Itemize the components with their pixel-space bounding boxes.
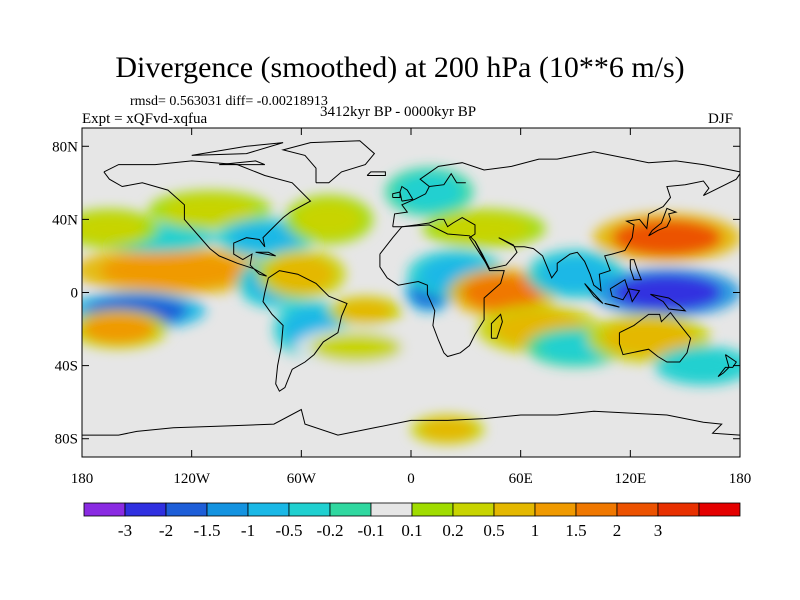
- coastline: [191, 142, 284, 156]
- coastline: [584, 283, 604, 304]
- coastline: [255, 251, 276, 257]
- colorbar-swatch: [124, 502, 167, 517]
- colorbar-swatch: [288, 502, 331, 517]
- axis-ticks: 180 120W 60W 0 60E 120E 180 80N 40N 0 40S 80S: [52, 128, 751, 487]
- anomaly-core: [420, 418, 475, 441]
- anomaly-core: [82, 213, 146, 244]
- colorbar-swatch: [493, 502, 536, 517]
- coastline: [392, 173, 740, 292]
- colorbar-label: 3: [654, 521, 663, 540]
- coastline: [650, 293, 687, 312]
- colorbar-swatch: [452, 502, 495, 517]
- colorbar-swatch: [657, 502, 700, 517]
- colorbar-label: 1: [531, 521, 540, 540]
- anomaly-core: [666, 350, 740, 381]
- anomaly-core: [462, 274, 543, 311]
- coastline: [219, 160, 265, 166]
- colorbar-swatch: [370, 502, 413, 517]
- anomaly-core: [228, 223, 302, 253]
- anomaly-core: [396, 173, 463, 211]
- anomaly-core: [310, 332, 402, 362]
- colorbar: -3 -2 -1.5 -1 -0.5 -0.2 -0.1 0.1 0.2 0.5 1 1.5 2 3: [83, 502, 741, 540]
- page-title: Divergence (smoothed) at 200 hPa (10**6 …: [115, 51, 685, 84]
- colorbar-label: 2: [613, 521, 622, 540]
- colorbar-label: 0.2: [442, 521, 463, 540]
- coastline: [648, 207, 678, 237]
- colorbar-label: -0.2: [317, 521, 344, 540]
- coastline: [392, 191, 401, 198]
- coastline: [474, 241, 491, 269]
- colorbar-swatch: [329, 502, 372, 517]
- colorbar-swatch: [165, 502, 208, 517]
- anomaly-core: [268, 255, 335, 293]
- colorbar-swatch: [534, 502, 577, 517]
- colorbar-swatch: [206, 502, 249, 517]
- x-tick-label: 180: [729, 471, 752, 487]
- coastline: [392, 151, 740, 227]
- x-tick-label: 120W: [173, 471, 211, 487]
- coastline: [262, 270, 348, 392]
- experiment-label: Expt = xQFvd-xqfua: [82, 111, 208, 127]
- coastline: [490, 313, 503, 339]
- period-label: 3412kyr BP - 0000kyr BP: [320, 104, 477, 120]
- colorbar-label: -0.1: [358, 521, 385, 540]
- anomaly-core: [337, 299, 393, 322]
- stats-label: rmsd= 0.563031 diff= -0.00218913: [130, 94, 328, 109]
- anomaly-core: [295, 201, 362, 238]
- anomaly-core: [100, 252, 247, 289]
- x-tick-label: 0: [407, 471, 415, 487]
- colorbar-swatch: [83, 502, 126, 517]
- y-tick-label: 40N: [52, 212, 78, 228]
- y-tick-label: 0: [71, 286, 79, 302]
- anomaly-core: [438, 213, 530, 244]
- colorbar-swatch: [247, 502, 290, 517]
- x-tick-label: 180: [71, 471, 94, 487]
- x-tick-label: 60E: [509, 471, 533, 487]
- coastline: [629, 259, 643, 281]
- coastline: [429, 172, 466, 187]
- season-label: DJF: [708, 111, 734, 127]
- coastline: [281, 140, 376, 184]
- colorbar-label: 1.5: [565, 521, 586, 540]
- y-tick-label: 40S: [55, 359, 78, 375]
- colorbar-swatch: [411, 502, 454, 517]
- colorbar-swatch: [575, 502, 618, 517]
- anomaly-core: [164, 195, 256, 225]
- coastline: [103, 160, 312, 277]
- colorbar-label: -1: [241, 521, 255, 540]
- coastline: [379, 224, 505, 358]
- colorbar-label: -1.5: [194, 521, 221, 540]
- colorbar-label: 0.1: [401, 521, 422, 540]
- x-tick-label: 120E: [614, 471, 646, 487]
- y-tick-label: 80N: [52, 139, 78, 155]
- anomaly-core: [82, 314, 156, 344]
- coastline: [717, 354, 737, 378]
- coastline: [82, 408, 740, 436]
- anomaly-core: [612, 274, 722, 311]
- y-tick-label: 80S: [55, 432, 78, 448]
- coastline: [366, 171, 386, 176]
- coastline: [604, 303, 620, 308]
- x-tick-label: 60W: [287, 471, 317, 487]
- colorbar-swatch: [616, 502, 659, 517]
- coastlines: [82, 140, 740, 436]
- colorbar-label: 0.5: [483, 521, 504, 540]
- coastline: [618, 311, 692, 363]
- colorbar-swatch: [698, 502, 741, 517]
- colorbar-label: -2: [159, 521, 173, 540]
- coastline: [609, 278, 630, 301]
- colorbar-label: -3: [118, 521, 132, 540]
- coastline: [628, 288, 641, 303]
- colorbar-label: -0.5: [276, 521, 303, 540]
- anomaly-core: [612, 219, 722, 256]
